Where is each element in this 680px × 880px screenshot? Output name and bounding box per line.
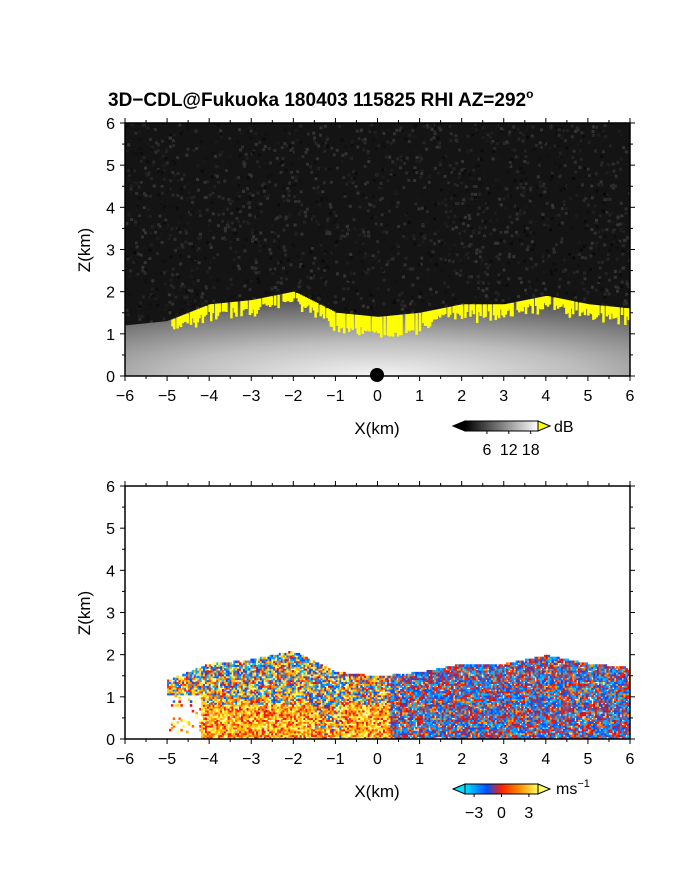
lidar-origin-mark xyxy=(370,368,384,382)
x-tick-label: −2 xyxy=(284,751,302,768)
x-tick-label: 3 xyxy=(499,751,508,768)
x-tick-label: 0 xyxy=(373,388,382,405)
snr-ylabel: Z(km) xyxy=(75,228,94,272)
chart-title: 3D−CDL@Fukuoka 180403 115825 RHI AZ=292o xyxy=(108,87,533,111)
velocity-panel: −6 −5 −4 −3 −2 −1 0 1 2 3 4 5 6 0 1 2 3 4 5 6 X(km) Z(km) −… xyxy=(75,479,635,822)
y-tick-label: 5 xyxy=(106,521,115,538)
x-tick-label: 5 xyxy=(583,388,592,405)
colorbar-tick-label: 0 xyxy=(497,805,506,822)
x-tick-label: 6 xyxy=(626,388,635,405)
x-tick-label: 6 xyxy=(626,751,635,768)
snr-colorbar-unit: dB xyxy=(554,419,574,436)
x-tick-label: 1 xyxy=(415,751,424,768)
x-tick-label: 5 xyxy=(583,751,592,768)
x-tick-label: −5 xyxy=(158,388,176,405)
snr-colorbar: 6 12 18 dB xyxy=(451,419,574,459)
colorbar-tick-label: 12 xyxy=(500,442,518,459)
velocity-field xyxy=(167,651,630,739)
y-tick-label: 2 xyxy=(106,285,115,302)
x-tick-label: −6 xyxy=(116,388,134,405)
velocity-xlabel: X(km) xyxy=(354,782,399,801)
y-tick-label: 3 xyxy=(106,606,115,623)
x-tick-label: −4 xyxy=(200,388,218,405)
snr-high-band xyxy=(171,291,630,338)
y-tick-label: 5 xyxy=(106,158,115,175)
y-tick-label: 0 xyxy=(106,369,115,386)
x-tick-label: 4 xyxy=(541,751,550,768)
x-tick-label: −3 xyxy=(242,751,260,768)
y-tick-label: 0 xyxy=(106,732,115,749)
x-tick-label: −2 xyxy=(284,388,302,405)
snr-axes: −6 −5 −4 −3 −2 −1 0 1 2 3 4 5 6 0 1 2 3 4 5 6 xyxy=(106,116,635,405)
x-tick-label: 0 xyxy=(373,751,382,768)
y-tick-label: 4 xyxy=(106,563,115,580)
y-tick-label: 6 xyxy=(106,479,115,496)
colorbar-tick-label: −3 xyxy=(465,805,483,822)
y-tick-label: 4 xyxy=(106,200,115,217)
x-tick-label: −6 xyxy=(116,751,134,768)
x-tick-label: 3 xyxy=(499,388,508,405)
y-tick-label: 1 xyxy=(106,690,115,707)
snr-xlabel: X(km) xyxy=(354,419,399,438)
colorbar-tick-label: 3 xyxy=(524,805,533,822)
colorbar-tick-label: 18 xyxy=(522,442,540,459)
velocity-colorbar-unit: ms−1 xyxy=(556,778,590,798)
noise-texture xyxy=(125,123,630,326)
colorbar-tick-label: 6 xyxy=(482,442,491,459)
x-tick-label: 2 xyxy=(457,751,466,768)
x-tick-label: −4 xyxy=(200,751,218,768)
y-tick-label: 3 xyxy=(106,243,115,260)
y-tick-label: 2 xyxy=(106,648,115,665)
x-tick-label: −3 xyxy=(242,388,260,405)
x-tick-label: 4 xyxy=(541,388,550,405)
y-tick-label: 1 xyxy=(106,327,115,344)
velocity-axes: −6 −5 −4 −3 −2 −1 0 1 2 3 4 5 6 0 1 2 3 4 5 6 xyxy=(106,479,635,768)
x-tick-label: −1 xyxy=(326,751,344,768)
y-tick-label: 6 xyxy=(106,116,115,133)
velocity-ylabel: Z(km) xyxy=(75,591,94,635)
velocity-colorbar: −3 0 3 ms−1 xyxy=(451,778,590,822)
x-tick-label: 1 xyxy=(415,388,424,405)
x-tick-label: 2 xyxy=(457,388,466,405)
x-tick-label: −5 xyxy=(158,751,176,768)
x-tick-label: −1 xyxy=(326,388,344,405)
